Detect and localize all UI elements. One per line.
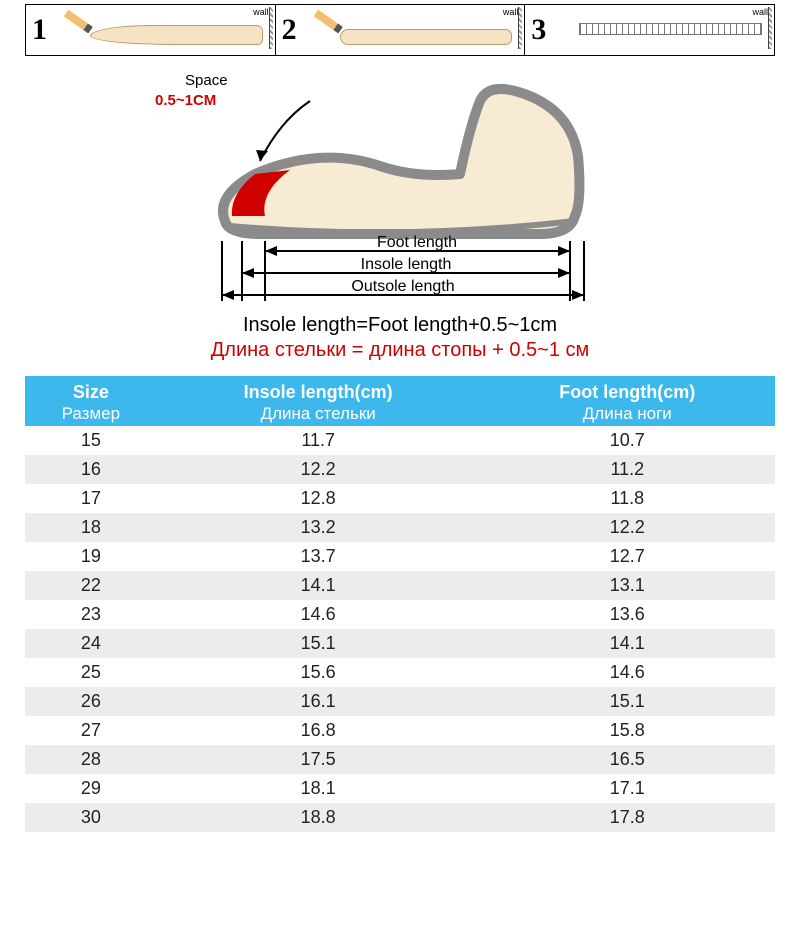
- measure-steps: 1 wall 2 wall 3 wall: [25, 4, 775, 56]
- table-cell: 14.6: [157, 600, 480, 629]
- table-row: 1913.712.7: [25, 542, 775, 571]
- col-foot: Foot length(cm) Длина ноги: [480, 376, 775, 426]
- table-cell: 12.8: [157, 484, 480, 513]
- col-foot-en: Foot length(cm): [559, 382, 695, 402]
- space-label: Space: [185, 72, 228, 89]
- size-table-body: 1511.710.71612.211.21712.811.81813.212.2…: [25, 426, 775, 832]
- table-row: 2515.614.6: [25, 658, 775, 687]
- col-insole: Insole length(cm) Длина стельки: [157, 376, 480, 426]
- table-cell: 19: [25, 542, 157, 571]
- table-row: 2314.613.6: [25, 600, 775, 629]
- table-cell: 15.8: [480, 716, 775, 745]
- size-table: Size Размер Insole length(cm) Длина стел…: [25, 376, 775, 832]
- table-cell: 12.7: [480, 542, 775, 571]
- outsole-length-label: Outsole length: [351, 278, 454, 295]
- formula-en: Insole length=Foot length+0.5~1cm: [25, 314, 775, 337]
- table-cell: 26: [25, 687, 157, 716]
- table-cell: 29: [25, 774, 157, 803]
- pencil-icon: [64, 10, 93, 34]
- table-cell: 14.1: [480, 629, 775, 658]
- col-size: Size Размер: [25, 376, 157, 426]
- table-cell: 17: [25, 484, 157, 513]
- insole-length-label: Insole length: [361, 256, 452, 273]
- step-2: 2 wall: [276, 5, 526, 55]
- col-foot-ru: Длина ноги: [482, 404, 773, 424]
- table-cell: 12.2: [157, 455, 480, 484]
- table-cell: 15: [25, 426, 157, 455]
- wall-icon: [269, 7, 273, 49]
- table-cell: 12.2: [480, 513, 775, 542]
- table-row: 1813.212.2: [25, 513, 775, 542]
- table-cell: 11.7: [157, 426, 480, 455]
- table-cell: 25: [25, 658, 157, 687]
- step-number: 3: [531, 13, 555, 47]
- table-row: 1612.211.2: [25, 455, 775, 484]
- table-row: 2716.815.8: [25, 716, 775, 745]
- col-insole-en: Insole length(cm): [244, 382, 393, 402]
- table-cell: 18.1: [157, 774, 480, 803]
- table-cell: 18.8: [157, 803, 480, 832]
- formula-ru: Длина стельки = длина стопы + 0.5~1 см: [25, 339, 775, 362]
- table-row: 2616.115.1: [25, 687, 775, 716]
- wall-label: wall: [253, 7, 269, 17]
- table-cell: 10.7: [480, 426, 775, 455]
- table-cell: 17.5: [157, 745, 480, 774]
- foot-length-label: Foot length: [377, 234, 457, 251]
- col-size-ru: Размер: [27, 404, 155, 424]
- foot-icon: [90, 25, 263, 45]
- table-cell: 17.1: [480, 774, 775, 803]
- table-row: 2415.114.1: [25, 629, 775, 658]
- table-row: 3018.817.8: [25, 803, 775, 832]
- wall-label: wall: [753, 7, 769, 17]
- table-cell: 16.5: [480, 745, 775, 774]
- step-number: 1: [32, 13, 56, 47]
- table-cell: 14.1: [157, 571, 480, 600]
- table-row: 1712.811.8: [25, 484, 775, 513]
- table-cell: 13.6: [480, 600, 775, 629]
- table-row: 2918.117.1: [25, 774, 775, 803]
- table-cell: 23: [25, 600, 157, 629]
- table-cell: 16: [25, 455, 157, 484]
- table-cell: 15.1: [157, 629, 480, 658]
- step-number: 2: [282, 13, 306, 47]
- table-cell: 15.6: [157, 658, 480, 687]
- table-cell: 22: [25, 571, 157, 600]
- wall-icon: [768, 7, 772, 49]
- page: 1 wall 2 wall 3 wall: [0, 4, 800, 832]
- table-cell: 13.1: [480, 571, 775, 600]
- table-cell: 14.6: [480, 658, 775, 687]
- table-cell: 24: [25, 629, 157, 658]
- table-row: 2214.113.1: [25, 571, 775, 600]
- space-value: 0.5~1CM: [155, 92, 216, 109]
- table-cell: 15.1: [480, 687, 775, 716]
- pencil-icon: [313, 10, 342, 34]
- table-cell: 18: [25, 513, 157, 542]
- table-cell: 17.8: [480, 803, 775, 832]
- step-1: 1 wall: [26, 5, 276, 55]
- wall-label: wall: [503, 7, 519, 17]
- table-cell: 16.1: [157, 687, 480, 716]
- table-cell: 27: [25, 716, 157, 745]
- table-cell: 11.2: [480, 455, 775, 484]
- step-3: 3 wall: [525, 5, 774, 55]
- table-cell: 30: [25, 803, 157, 832]
- shoe-diagram: Space 0.5~1CM Foot length Insole length: [25, 66, 775, 306]
- table-cell: 13.7: [157, 542, 480, 571]
- ruler-icon: [579, 23, 762, 35]
- col-insole-ru: Длина стельки: [159, 404, 478, 424]
- table-cell: 13.2: [157, 513, 480, 542]
- wall-icon: [518, 7, 522, 49]
- foot-icon: [340, 29, 513, 45]
- table-cell: 28: [25, 745, 157, 774]
- col-size-en: Size: [73, 382, 109, 402]
- table-row: 1511.710.7: [25, 426, 775, 455]
- table-cell: 16.8: [157, 716, 480, 745]
- table-cell: 11.8: [480, 484, 775, 513]
- shoe-svg: Foot length Insole length Outsole length: [170, 66, 630, 306]
- table-row: 2817.516.5: [25, 745, 775, 774]
